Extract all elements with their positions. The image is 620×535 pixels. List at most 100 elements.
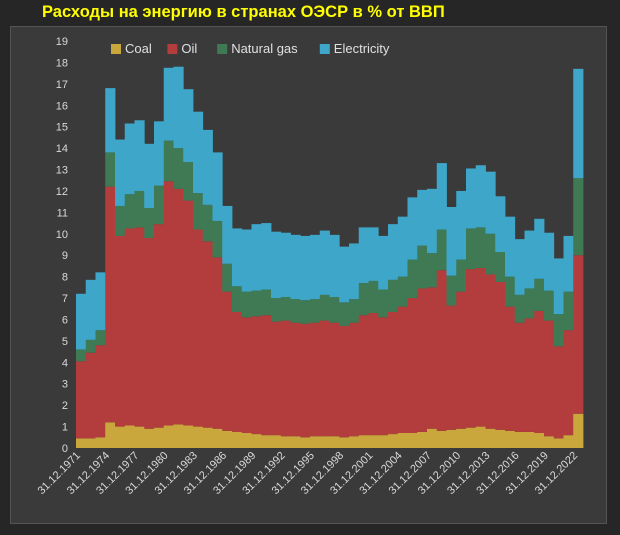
bar-coal [573, 413, 584, 448]
bar-coal [271, 435, 282, 448]
bar-coal [534, 433, 545, 448]
bar-electricity [212, 152, 223, 221]
legend-label: Natural gas [231, 41, 298, 56]
bar-oil [368, 313, 379, 436]
bar-oil [534, 310, 545, 434]
bar-coal [154, 427, 165, 448]
bar-electricity [144, 143, 155, 209]
bar-electricity [573, 68, 584, 179]
bar-natural-gas [271, 298, 282, 322]
bar-natural-gas [388, 279, 399, 312]
bar-coal [261, 435, 272, 448]
bar-oil [358, 315, 369, 436]
bar-natural-gas [368, 280, 379, 314]
legend-swatch [111, 44, 121, 54]
bar-coal [358, 435, 369, 448]
legend-label: Oil [181, 41, 197, 56]
bar-electricity [544, 232, 555, 291]
bar-coal [280, 436, 291, 448]
bar-oil [271, 321, 282, 436]
bar-oil [251, 316, 262, 435]
bar-natural-gas [378, 289, 389, 318]
bar-electricity [85, 279, 96, 340]
bar-natural-gas [427, 253, 438, 288]
bar-coal [76, 438, 87, 448]
y-tick-label: 11 [57, 207, 68, 219]
bar-oil [456, 291, 467, 429]
bar-electricity [251, 224, 262, 291]
bar-electricity [329, 234, 340, 297]
bar-oil [124, 228, 135, 426]
bar-oil [563, 330, 574, 436]
y-tick-label: 16 [56, 100, 68, 112]
bar-natural-gas [495, 252, 506, 282]
bar-electricity [280, 232, 291, 297]
bar-natural-gas [251, 290, 262, 317]
bar-electricity [388, 224, 399, 280]
bar-electricity [534, 218, 545, 279]
bar-oil [222, 291, 233, 431]
bar-oil [261, 315, 272, 436]
bar-natural-gas [124, 194, 135, 229]
bar-natural-gas [505, 276, 516, 307]
bar-oil [466, 269, 477, 428]
bar-natural-gas [349, 299, 360, 323]
bar-electricity [115, 139, 126, 206]
bar-coal [544, 436, 555, 448]
bar-coal [222, 430, 233, 448]
bar-electricity [173, 66, 184, 149]
bar-electricity [193, 111, 204, 194]
bar-electricity [495, 196, 506, 252]
bar-electricity [427, 188, 438, 254]
bar-natural-gas [524, 288, 535, 319]
bar-oil [388, 311, 399, 435]
bar-electricity [271, 231, 282, 299]
bar-electricity [378, 235, 389, 290]
bar-electricity [310, 234, 321, 300]
bar-oil [212, 257, 223, 429]
bar-natural-gas [397, 276, 408, 307]
bar-electricity [134, 120, 145, 191]
bar-electricity [553, 258, 564, 315]
bar-oil [446, 305, 457, 430]
bar-coal [251, 434, 262, 448]
bar-electricity [300, 235, 311, 301]
y-tick-label: 12 [56, 186, 68, 198]
bar-oil [436, 270, 447, 431]
bar-oil [154, 224, 165, 428]
bar-natural-gas [300, 300, 311, 324]
bar-oil [514, 322, 525, 432]
bar-electricity [446, 207, 457, 276]
bar-electricity [241, 229, 252, 292]
bar-coal [475, 426, 486, 448]
bar-oil [310, 322, 321, 437]
bar-electricity [76, 293, 87, 350]
bar-natural-gas [85, 339, 96, 353]
bar-coal [407, 433, 418, 448]
bar-electricity [95, 272, 106, 331]
bar-coal [173, 424, 184, 448]
bar-coal [193, 426, 204, 448]
bar-natural-gas [173, 148, 184, 189]
bar-oil [202, 241, 213, 428]
chart-title: Расходы на энергию в странах ОЭСР в % от… [42, 3, 445, 21]
bar-electricity [514, 239, 525, 295]
bar-coal [446, 429, 457, 448]
bar-natural-gas [163, 140, 174, 182]
bar-electricity [417, 189, 428, 246]
bar-oil [85, 352, 96, 439]
bar-electricity [105, 88, 116, 153]
bar-oil [232, 311, 243, 432]
bar-electricity [339, 246, 350, 303]
bar-oil [134, 227, 145, 427]
bar-oil [339, 325, 350, 438]
bar-natural-gas [183, 162, 194, 201]
bar-oil [495, 281, 506, 430]
bar-electricity [485, 171, 496, 234]
legend-swatch [167, 44, 178, 54]
bar-electricity [563, 235, 574, 292]
bar-electricity [456, 190, 467, 260]
bar-coal [378, 435, 389, 448]
y-tick-label: 4 [62, 357, 68, 369]
bar-electricity [524, 230, 535, 289]
